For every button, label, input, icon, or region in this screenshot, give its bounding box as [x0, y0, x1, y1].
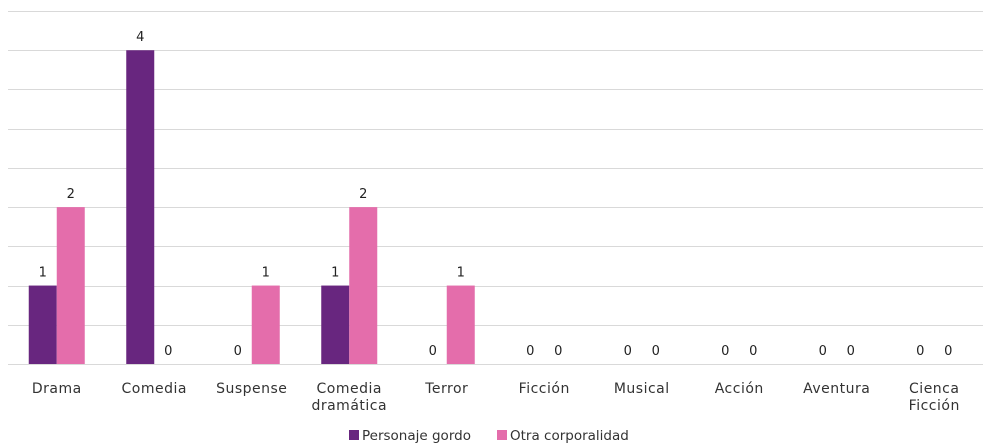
x-tick-label: Ficción	[519, 381, 570, 397]
data-label: 0	[721, 344, 729, 359]
legend-label: Otra corporalidad	[510, 428, 629, 444]
bars	[28, 50, 475, 364]
data-label: 0	[554, 344, 562, 359]
bar-personaje-gordo	[321, 285, 350, 364]
bar-personaje-gordo	[126, 50, 155, 364]
x-tick-label: Comedia	[122, 381, 187, 397]
data-labels: 1 2 4 0 0 1 1 2 0 1 0 0 0 0 0 0 0 0 0 0	[39, 30, 953, 359]
x-tick-label: Cienca Ficción	[909, 381, 960, 414]
data-label: 0	[652, 344, 660, 359]
data-label: 1	[39, 266, 47, 281]
x-tick-label: Comedia dramática	[311, 381, 387, 414]
x-tick-label: Acción	[715, 381, 764, 397]
data-label: 0	[819, 344, 827, 359]
bar-otra-corporalidad	[349, 207, 378, 364]
bar-otra-corporalidad	[446, 285, 475, 364]
x-tick-label: Musical	[614, 381, 670, 397]
data-label: 2	[359, 187, 367, 202]
data-label: 0	[234, 344, 242, 359]
legend-swatch	[349, 430, 359, 440]
legend-swatch	[497, 430, 507, 440]
x-tick-label: Suspense	[216, 381, 287, 397]
bar-personaje-gordo	[28, 285, 57, 364]
data-label: 4	[136, 30, 144, 45]
data-label: 2	[67, 187, 75, 202]
data-label: 0	[526, 344, 534, 359]
x-axis-tick-labels: Drama Comedia Suspense Comedia dramática Terr…	[32, 381, 960, 414]
data-label: 0	[847, 344, 855, 359]
data-label: 1	[457, 266, 465, 281]
data-label: 0	[624, 344, 632, 359]
bar-otra-corporalidad	[251, 285, 280, 364]
legend: Personaje gordo Otra corporalidad	[349, 428, 629, 444]
bar-otra-corporalidad	[56, 207, 85, 364]
data-label: 1	[331, 266, 339, 281]
data-label: 0	[916, 344, 924, 359]
data-label: 0	[944, 344, 952, 359]
data-label: 0	[164, 344, 172, 359]
x-tick-label: Drama	[32, 381, 82, 397]
x-tick-label: Aventura	[803, 381, 870, 397]
gridlines	[8, 11, 983, 365]
x-tick-label: Terror	[424, 381, 468, 397]
data-label: 0	[429, 344, 437, 359]
legend-label: Personaje gordo	[362, 428, 471, 444]
data-label: 0	[749, 344, 757, 359]
data-label: 1	[262, 266, 270, 281]
